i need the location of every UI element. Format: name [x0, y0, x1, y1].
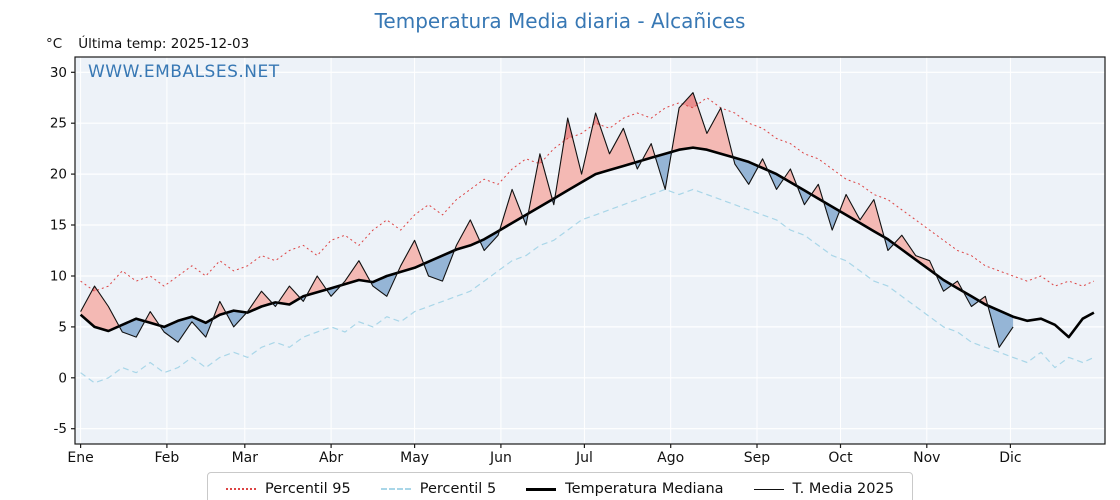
legend-item-percentil95: Percentil 95: [226, 481, 351, 497]
x-tick-label: Ago: [657, 450, 684, 466]
percentil5-line-sample: [380, 488, 411, 490]
x-tick-label: Nov: [913, 450, 940, 466]
x-tick-label: Jun: [489, 450, 512, 466]
x-tick-label: Jul: [575, 450, 593, 466]
y-unit-label: °C: [46, 36, 63, 52]
y-tick-label: 30: [50, 65, 67, 81]
mediana-line: [79, 146, 1095, 339]
fill-below-median: [80, 147, 1014, 348]
y-tick-label: -5: [54, 421, 67, 437]
media2025-line-sample: [753, 488, 784, 490]
plot-background: [75, 57, 1105, 444]
chart-canvas: -5 0 5 10 15 20 25 30 Ene Feb Mar Abr May Jun Jul Ago Se…: [50, 56, 1106, 466]
x-tick-label: Abr: [319, 450, 343, 466]
x-tick-label: Feb: [155, 450, 180, 466]
legend-label-mediana: Temperatura Mediana: [565, 481, 724, 497]
watermark-text: WWW.EMBALSES.NET: [88, 62, 280, 82]
legend-label-media2025: T. Media 2025: [792, 481, 894, 497]
chart-subheader: °C Última temp: 2025-12-03: [46, 36, 249, 52]
mediana-line-sample: [526, 487, 557, 491]
x-tick-label: Sep: [744, 450, 771, 466]
legend-item-percentil5: Percentil 5: [380, 481, 497, 497]
legend-label-percentil5: Percentil 5: [419, 481, 497, 497]
x-tick-label: May: [400, 450, 429, 466]
y-tick-label: 20: [50, 167, 67, 183]
y-tick-label: 0: [58, 370, 67, 386]
legend-wrapper: Percentil 95 Percentil 5 Temperatura Med…: [0, 472, 1120, 500]
x-tick-label: Mar: [232, 450, 259, 466]
legend-label-percentil95: Percentil 95: [265, 481, 351, 497]
media2025-line: [80, 92, 1014, 348]
x-tick-label: Dic: [999, 450, 1021, 466]
y-tick-label: 10: [50, 269, 67, 285]
legend-box: Percentil 95 Percentil 5 Temperatura Med…: [207, 472, 913, 500]
y-tick-label: 5: [58, 319, 67, 335]
chart-title: Temperatura Media diaria - Alcañices: [374, 9, 746, 33]
plot-border: [74, 56, 1106, 445]
legend-item-media2025: T. Media 2025: [753, 481, 894, 497]
last-temp-label: Última temp: 2025-12-03: [78, 36, 250, 52]
y-tick-label: 15: [50, 218, 67, 234]
y-tick-label: 25: [50, 116, 67, 132]
percentil5-line: [80, 188, 1095, 384]
x-tick-label: Ene: [67, 450, 93, 466]
percentil95-line-sample: [226, 488, 257, 490]
x-tick-label: Oct: [828, 450, 853, 466]
legend-item-mediana: Temperatura Mediana: [526, 481, 724, 497]
